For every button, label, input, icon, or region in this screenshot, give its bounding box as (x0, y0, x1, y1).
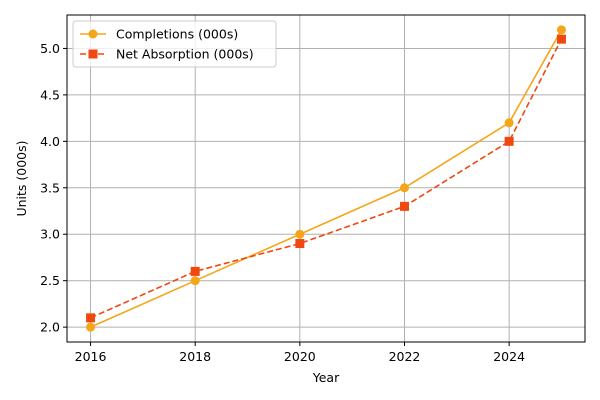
axis-ticks: 2016 2018 2020 2022 2024 2.0 2.5 3.0 3.5 4.0 4.5 5.… (40, 41, 525, 364)
legend-label: Completions (000s) (116, 27, 238, 42)
y-tick-label: 4.5 (40, 87, 60, 102)
x-axis-label: Year (312, 370, 340, 385)
y-tick-label: 3.0 (40, 227, 60, 242)
y-tick-label: 3.5 (40, 180, 60, 195)
y-tick-label: 2.5 (40, 273, 60, 288)
legend-item: Completions (000s) (80, 27, 238, 42)
y-tick-label: 2.0 (40, 320, 60, 335)
data-point (399, 201, 409, 211)
x-tick-label: 2020 (284, 349, 316, 364)
series-layer (86, 25, 566, 332)
x-tick-label: 2024 (493, 349, 525, 364)
data-point (295, 239, 305, 249)
legend-box (72, 20, 277, 68)
legend-item: Net Absorption (000s) (80, 47, 254, 62)
plot-frame (66, 14, 586, 343)
legend: Completions (000s) Net Absorption (000s) (72, 20, 277, 68)
data-point (86, 313, 96, 323)
data-point (86, 322, 96, 332)
series-line (90, 38, 563, 319)
x-tick-label: 2018 (179, 349, 211, 364)
series-line (90, 29, 563, 328)
data-point (556, 25, 566, 35)
y-tick-label: 4.0 (40, 134, 60, 149)
data-point (504, 118, 514, 128)
y-tick-label: 5.0 (40, 41, 60, 56)
data-point (556, 34, 566, 44)
legend-label: Net Absorption (000s) (116, 47, 254, 62)
data-point (504, 136, 514, 146)
series-2 (86, 34, 566, 323)
x-tick-label: 2016 (75, 349, 107, 364)
series-1 (86, 25, 566, 332)
data-point (295, 229, 305, 239)
legend-marker (88, 49, 98, 59)
legend-marker (88, 29, 98, 39)
data-point (190, 266, 200, 276)
x-tick-label: 2022 (389, 349, 421, 364)
data-point (399, 183, 409, 193)
data-point (190, 276, 200, 286)
y-axis-label: Units (000s) (14, 140, 29, 216)
